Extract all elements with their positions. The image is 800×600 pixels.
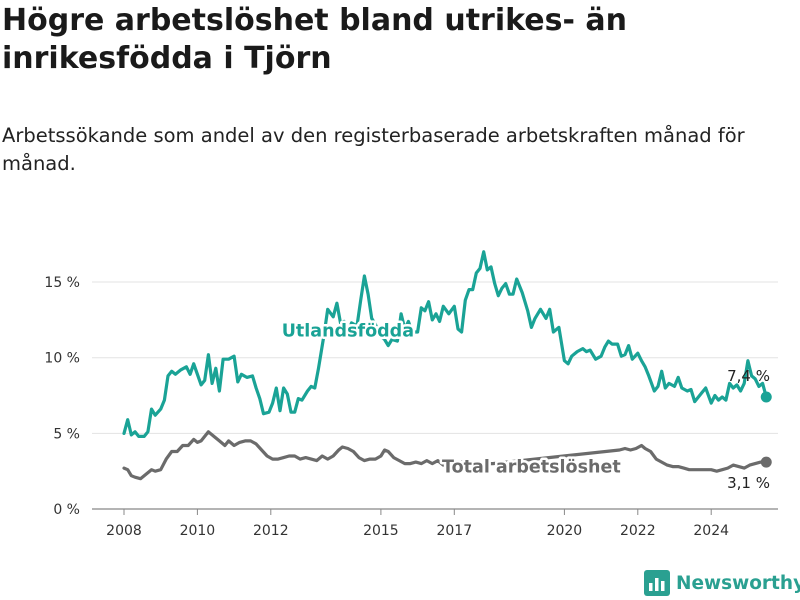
- chart-title: Högre arbetslöshet bland utrikes- än inr…: [2, 3, 627, 76]
- x-axis: 2008 2010 2012 2015 2017 2020 2022 2024: [106, 509, 729, 539]
- y-axis: 0 % 5 % 10 % 15 %: [44, 275, 80, 518]
- series-end-point-1: [760, 456, 772, 468]
- series-annotation-1: Total arbetslöshet: [442, 458, 621, 478]
- x-tick-label: 2020: [547, 523, 583, 539]
- x-tick-label: 2008: [106, 523, 142, 539]
- y-tick-label: 5 %: [53, 426, 80, 442]
- x-tick-label: 2010: [180, 523, 216, 539]
- x-tick-label: 2024: [693, 523, 729, 539]
- x-tick-label: 2012: [253, 523, 289, 539]
- y-tick-label: 10 %: [44, 351, 80, 367]
- x-tick-label: 2022: [620, 523, 656, 539]
- brand-name: Newsworthy: [676, 572, 800, 594]
- series-labels: 7,4 % 3,1 % Utlandsfödda Total arbetslöshet: [279, 319, 770, 492]
- series-end-label-1: 3,1 %: [727, 474, 770, 492]
- series-annotation-0: Utlandsfödda: [282, 321, 414, 341]
- series-end-point-0: [760, 391, 772, 403]
- series-lines: [122, 250, 772, 481]
- brand-logo: Newsworthy: [644, 568, 800, 598]
- x-tick-label: 2015: [363, 523, 399, 539]
- x-tick-label: 2017: [436, 523, 472, 539]
- chart-subtitle: Arbetssökande som andel av den registerb…: [2, 124, 745, 175]
- series-line-0: [122, 250, 768, 438]
- series-line-1: [122, 430, 768, 481]
- series-end-label-0: 7,4 %: [727, 367, 770, 385]
- newsworthy-logo-icon: [644, 570, 670, 596]
- grid-lines: [92, 281, 778, 510]
- y-tick-label: 0 %: [53, 502, 80, 518]
- y-tick-label: 15 %: [44, 275, 80, 291]
